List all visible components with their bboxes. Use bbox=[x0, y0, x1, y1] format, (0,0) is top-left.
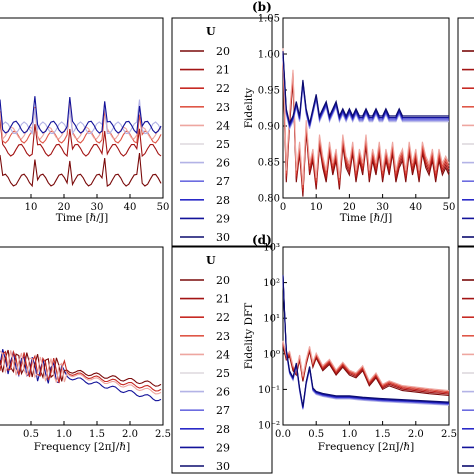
panel-c-frame bbox=[0, 246, 164, 426]
panel-a-curve bbox=[0, 119, 162, 158]
panel-c-curve bbox=[0, 349, 162, 392]
panel-b-curve-low-u bbox=[282, 59, 450, 197]
legend-top-label: 20 bbox=[216, 45, 230, 58]
panel-b-ylabel: Fidelity bbox=[243, 88, 255, 129]
panel-b-xtick-label: 10 bbox=[310, 202, 323, 213]
legend-bottom-label: 25 bbox=[216, 367, 230, 380]
legend-top-label: 30 bbox=[216, 231, 230, 244]
panel-b-curve-high-u bbox=[282, 51, 449, 125]
legend-bottom-label: 24 bbox=[216, 348, 230, 361]
legend-top-label: 25 bbox=[216, 138, 230, 151]
panel-b-ytick-label: 0.80 bbox=[258, 194, 280, 205]
legend-bottom-label: 21 bbox=[216, 293, 230, 306]
panel-b-xtick-label: 30 bbox=[376, 202, 389, 213]
panel-a-curve bbox=[0, 99, 162, 136]
legend-top-label: 29 bbox=[216, 212, 230, 225]
panel-b-ytick-label: 1.05 bbox=[258, 14, 280, 25]
panel-b-xtick-label: 40 bbox=[409, 202, 422, 213]
legend-right-bottom-edge bbox=[457, 246, 474, 474]
panel-a-curve bbox=[0, 153, 162, 188]
panel-label-d: (d) bbox=[252, 233, 272, 247]
panel-b-ytick-label: 0.90 bbox=[258, 122, 280, 133]
panel-a-xtick-label: 40 bbox=[124, 202, 137, 213]
panel-c-xtick-label: 2.0 bbox=[122, 429, 138, 440]
panel-d-frame bbox=[282, 246, 450, 426]
panel-a-xlabel: Time [ℏ/J] bbox=[56, 212, 109, 224]
panel-a-curve bbox=[0, 106, 162, 144]
panel-d-xtick-label: 2.5 bbox=[441, 429, 457, 440]
panel-d-ytick-label: 10² bbox=[263, 278, 280, 289]
panel-d-ytick-label: 10⁻² bbox=[258, 421, 280, 432]
panel-d-ytick-label: 10⁰ bbox=[263, 349, 280, 360]
legend-bottom-frame bbox=[171, 246, 273, 474]
panel-b-ytick-label: 0.85 bbox=[258, 158, 280, 169]
panel-b-ytick-label: 1.00 bbox=[258, 50, 280, 61]
legend-top-label: 22 bbox=[216, 82, 230, 95]
panel-b-curve-low-u bbox=[282, 48, 450, 186]
panel-d-xtick-label: 1.5 bbox=[375, 429, 391, 440]
legend-bottom-label: 23 bbox=[216, 330, 230, 343]
legend-top-label: 24 bbox=[216, 119, 230, 132]
legend-bottom-label: 29 bbox=[216, 441, 230, 454]
panel-b-xlabel: Time [ℏ/J] bbox=[340, 212, 393, 224]
panel-d-ytick-label: 10¹ bbox=[263, 314, 280, 325]
legend-top-title: U bbox=[206, 25, 216, 38]
panel-d-xtick-label: 0.0 bbox=[275, 429, 291, 440]
panel-d-ytick-label: 10⁻¹ bbox=[258, 385, 280, 396]
panel-d-curve-low-u bbox=[282, 340, 450, 392]
legend-bottom-label: 20 bbox=[216, 274, 230, 287]
panel-c-curve bbox=[0, 350, 162, 395]
panel-d-xlabel: Frequency [2πJ/ℏ] bbox=[318, 441, 414, 453]
panel-c-xtick-label: 0.5 bbox=[23, 429, 39, 440]
legend-top-label: 26 bbox=[216, 157, 230, 170]
legend-bottom-title: U bbox=[206, 254, 216, 267]
panel-d-xtick-label: 0.5 bbox=[308, 429, 324, 440]
panel-d-curve-low-u bbox=[282, 342, 450, 394]
legend-right-top-edge bbox=[457, 17, 474, 247]
panel-d-curve-high-u bbox=[282, 274, 450, 407]
panel-b-frame bbox=[282, 17, 450, 199]
panel-b-xtick-label: 0 bbox=[280, 202, 286, 213]
panel-b-curve-low-u bbox=[282, 56, 450, 194]
panel-a-curve bbox=[0, 96, 162, 135]
panel-c-curve bbox=[0, 349, 162, 387]
legend-bottom-label: 26 bbox=[216, 386, 230, 399]
panel-label-b: (b) bbox=[252, 0, 272, 14]
panel-b-ytick-label: 0.95 bbox=[258, 86, 280, 97]
panel-a-xtick-label: 20 bbox=[58, 202, 71, 213]
panel-d-xtick-label: 1.0 bbox=[341, 429, 357, 440]
panel-a-xtick-label: 50 bbox=[157, 202, 170, 213]
panel-d-ytick-label: 10³ bbox=[263, 243, 280, 254]
panel-a-xtick-label: 10 bbox=[25, 202, 38, 213]
panel-b-xtick-label: 20 bbox=[343, 202, 356, 213]
legend-bottom-label: 22 bbox=[216, 311, 230, 324]
legend-top-label: 28 bbox=[216, 194, 230, 207]
legend-bottom-label: 27 bbox=[216, 404, 230, 417]
panel-c-xtick-label: 1.0 bbox=[56, 429, 72, 440]
legend-bottom-label: 30 bbox=[216, 460, 230, 473]
legend-top-label: 23 bbox=[216, 101, 230, 114]
panel-a-xtick-label: 30 bbox=[91, 202, 104, 213]
panel-d-xtick-label: 2.0 bbox=[408, 429, 424, 440]
panel-b-xtick-label: 50 bbox=[443, 202, 456, 213]
legend-bottom-label: 28 bbox=[216, 423, 230, 436]
legend-top-label: 21 bbox=[216, 64, 230, 77]
panel-c-xtick-label: 2.5 bbox=[155, 429, 171, 440]
panel-c-xtick-label: 1.5 bbox=[89, 429, 105, 440]
legend-top-frame bbox=[171, 17, 273, 247]
panel-d-curve-low-u bbox=[282, 341, 450, 393]
panel-d-ylabel: Fidelity DFT bbox=[243, 303, 255, 370]
legend-top-label: 27 bbox=[216, 175, 230, 188]
panel-a-frame bbox=[0, 17, 164, 199]
panel-c-xlabel: Frequency [2πJ/ℏ] bbox=[34, 441, 130, 453]
